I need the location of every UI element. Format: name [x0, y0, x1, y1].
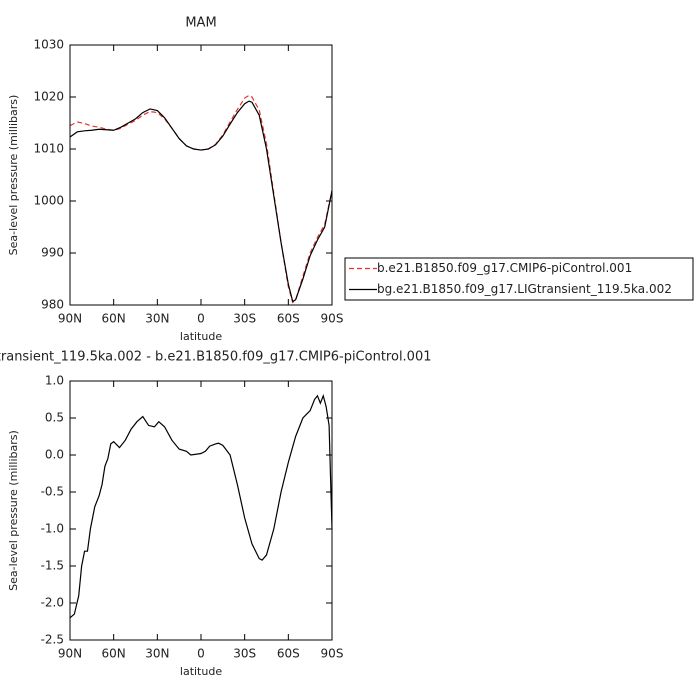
panel: MAM Sea-level pressure (millibars) latitud…	[7, 16, 694, 343]
x-tick-label: 60S	[277, 312, 300, 326]
x-tick-label: 30N	[145, 647, 169, 661]
x-tick-label: 60S	[277, 647, 300, 661]
x-axis-label: latitude	[180, 665, 222, 678]
y-tick-label: 1010	[33, 142, 64, 156]
y-tick-label: 1000	[33, 194, 64, 208]
plot-frame	[69, 44, 333, 306]
y-axis-label: Sea-level pressure (millibars)	[7, 95, 20, 256]
y-tick-label: -1.5	[41, 559, 64, 573]
y-tick-label: -2.0	[41, 596, 64, 610]
legend-box	[344, 257, 694, 301]
x-tick-label: 60N	[102, 312, 126, 326]
x-tick-label: 0	[197, 312, 205, 326]
x-tick-label: 90S	[321, 312, 344, 326]
data-line	[69, 393, 333, 619]
x-tick-label: 90N	[58, 647, 82, 661]
x-tick-label: 0	[197, 647, 205, 661]
y-tick-label: 1020	[33, 90, 64, 104]
plot-frame	[69, 380, 333, 641]
y-tick-label: -1.0	[41, 522, 64, 536]
legend-label: bg.e21.B1850.f09_g17.LIGtransient_119.5k…	[377, 282, 672, 296]
x-axis-label: latitude	[180, 330, 222, 343]
x-tick-label: 30S	[233, 312, 256, 326]
y-tick-label: 980	[41, 298, 64, 312]
y-tick-label: 1030	[33, 38, 64, 52]
y-tick-label: 0.0	[45, 448, 64, 462]
data-line	[69, 94, 333, 304]
legend-label: b.e21.B1850.f09_g17.CMIP6-piControl.001	[377, 261, 632, 275]
x-tick-label: 60N	[102, 647, 126, 661]
chart-title: .LIGtransient_119.5ka.002 - b.e21.B1850.…	[0, 350, 432, 365]
y-tick-label: 0.5	[45, 411, 64, 425]
y-tick-label: 1.0	[45, 374, 64, 388]
x-tick-label: 30S	[233, 647, 256, 661]
x-tick-label: 30N	[145, 312, 169, 326]
x-tick-label: 90N	[58, 312, 82, 326]
chart-title: MAM	[185, 16, 216, 31]
panel: .LIGtransient_119.5ka.002 - b.e21.B1850.…	[0, 350, 432, 679]
y-axis-label: Sea-level pressure (millibars)	[7, 430, 20, 591]
y-tick-label: -2.5	[41, 633, 64, 647]
y-tick-label: 990	[41, 246, 64, 260]
x-tick-label: 90S	[321, 647, 344, 661]
y-tick-label: -0.5	[41, 485, 64, 499]
data-line	[69, 100, 333, 303]
